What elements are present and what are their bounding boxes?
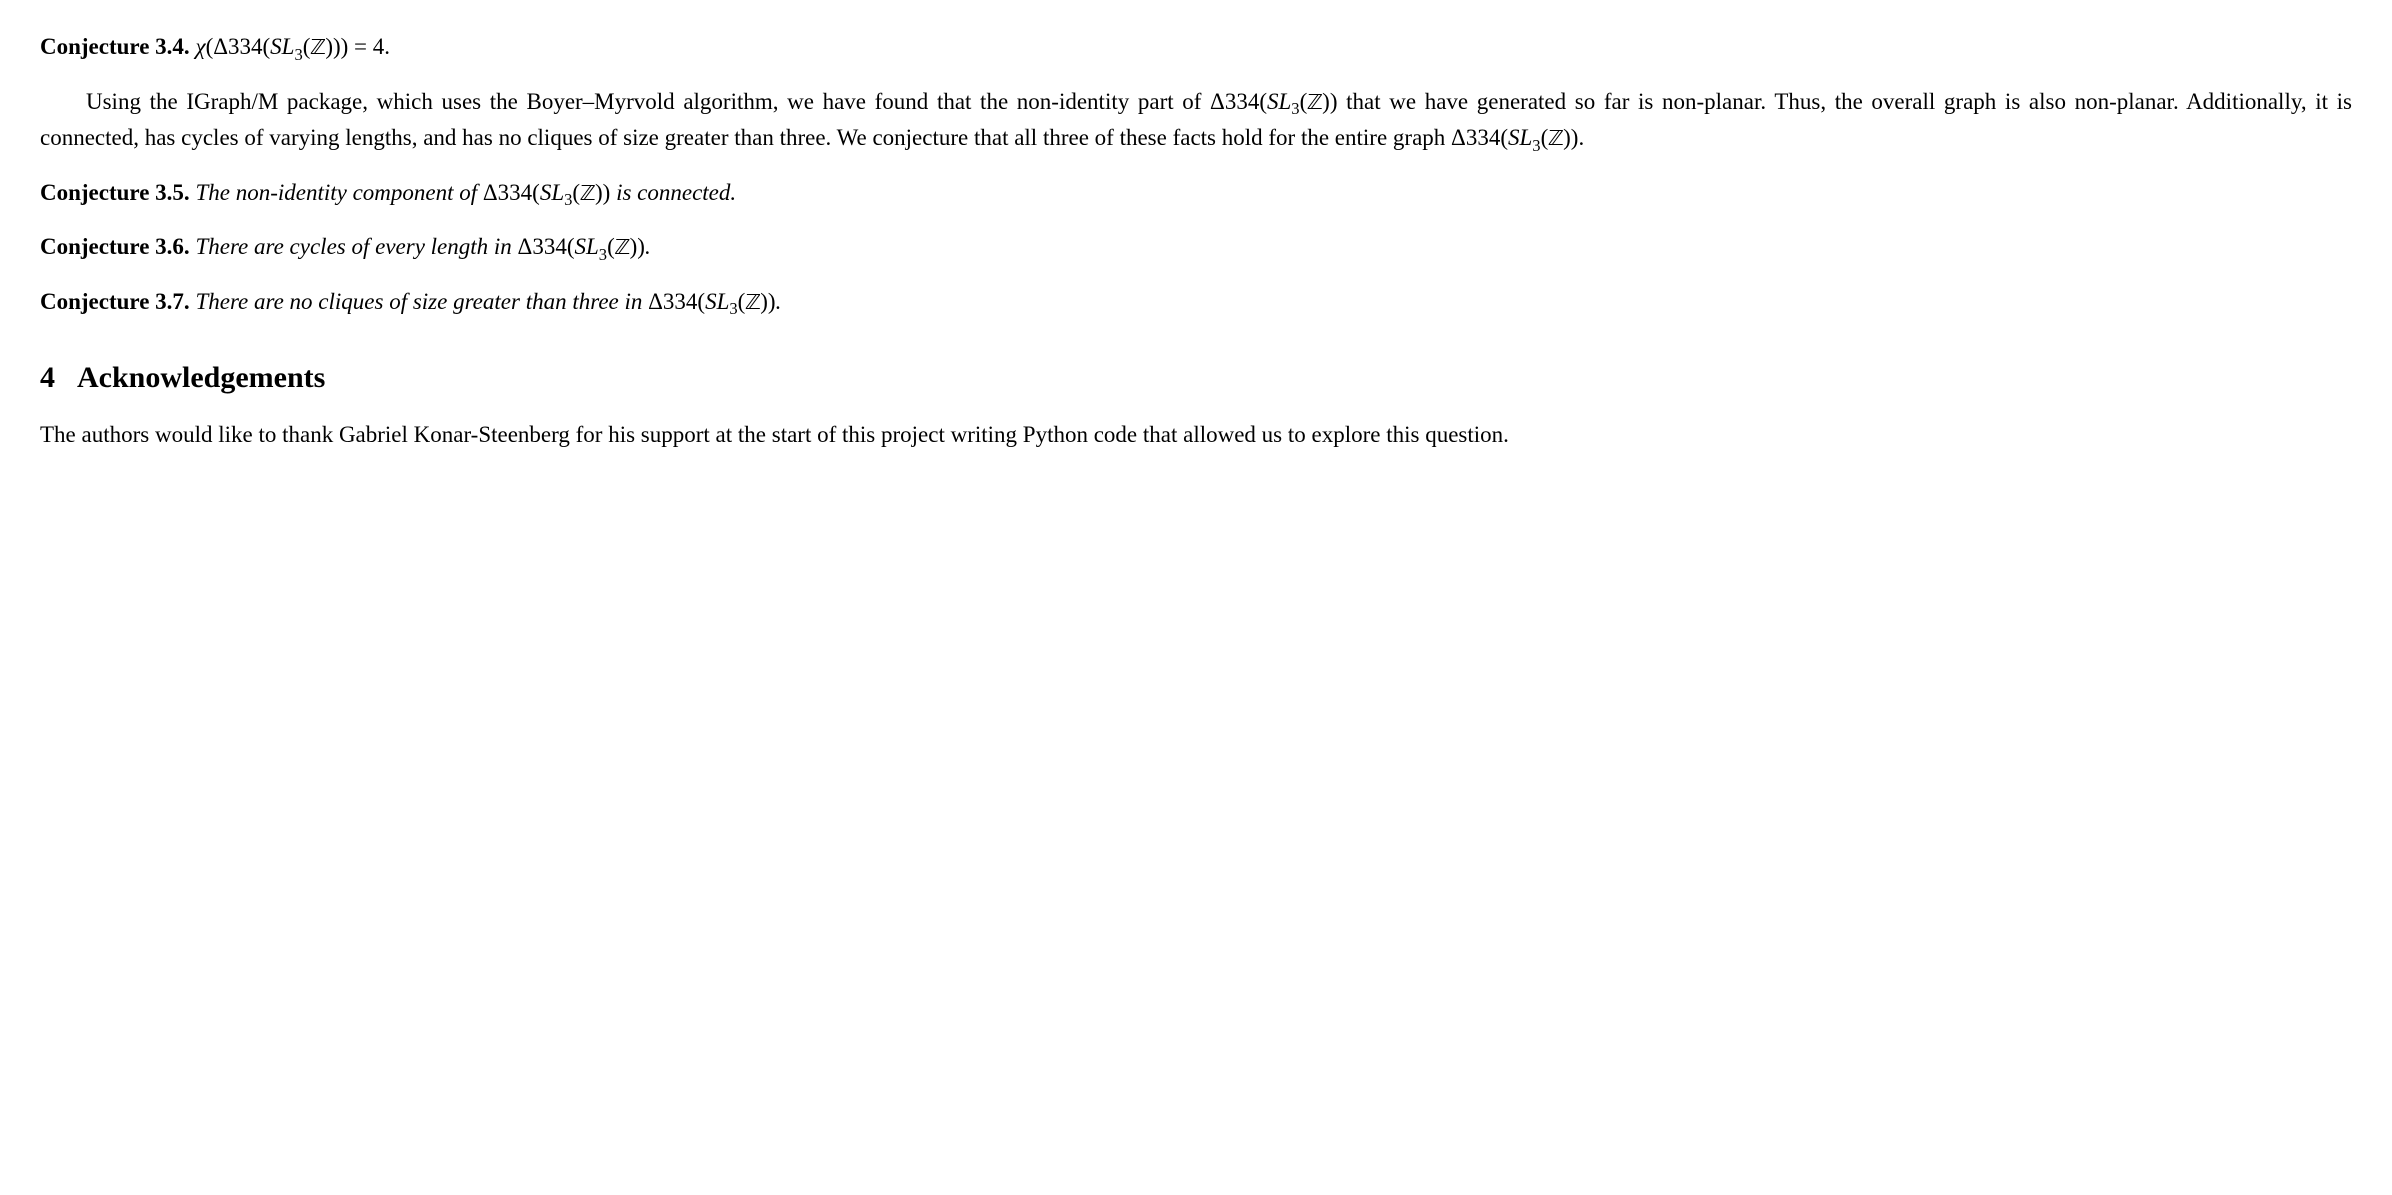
section-4-number: 4: [40, 361, 55, 394]
conjecture-3-5-label: Conjecture 3.5.: [40, 180, 190, 205]
conjecture-3-5: Conjecture 3.5. The non-identity compone…: [40, 176, 2352, 213]
conjecture-3-7-label: Conjecture 3.7.: [40, 289, 190, 314]
conjecture-3-4-statement: χ(Δ334(SL3(ℤ))) = 4.: [195, 34, 390, 59]
conjecture-3-5-statement: The non-identity component of Δ334(SL3(ℤ…: [195, 180, 736, 205]
section-4-heading: 4 Acknowledgements: [40, 355, 2352, 400]
conjecture-3-7-statement: There are no cliques of size greater tha…: [195, 289, 781, 314]
conjecture-3-4-label: Conjecture 3.4.: [40, 34, 190, 59]
acknowledgements-paragraph: The authors would like to thank Gabriel …: [40, 418, 2352, 453]
conjecture-3-6-label: Conjecture 3.6.: [40, 234, 190, 259]
section-4-title: Acknowledgements: [77, 361, 325, 394]
conjecture-3-4: Conjecture 3.4. χ(Δ334(SL3(ℤ))) = 4.: [40, 30, 2352, 67]
conjecture-3-6-statement: There are cycles of every length in Δ334…: [195, 234, 650, 259]
conjecture-3-6: Conjecture 3.6. There are cycles of ever…: [40, 230, 2352, 267]
conjecture-3-7: Conjecture 3.7. There are no cliques of …: [40, 285, 2352, 322]
body-paragraph: Using the IGraph/M package, which uses t…: [40, 85, 2352, 158]
